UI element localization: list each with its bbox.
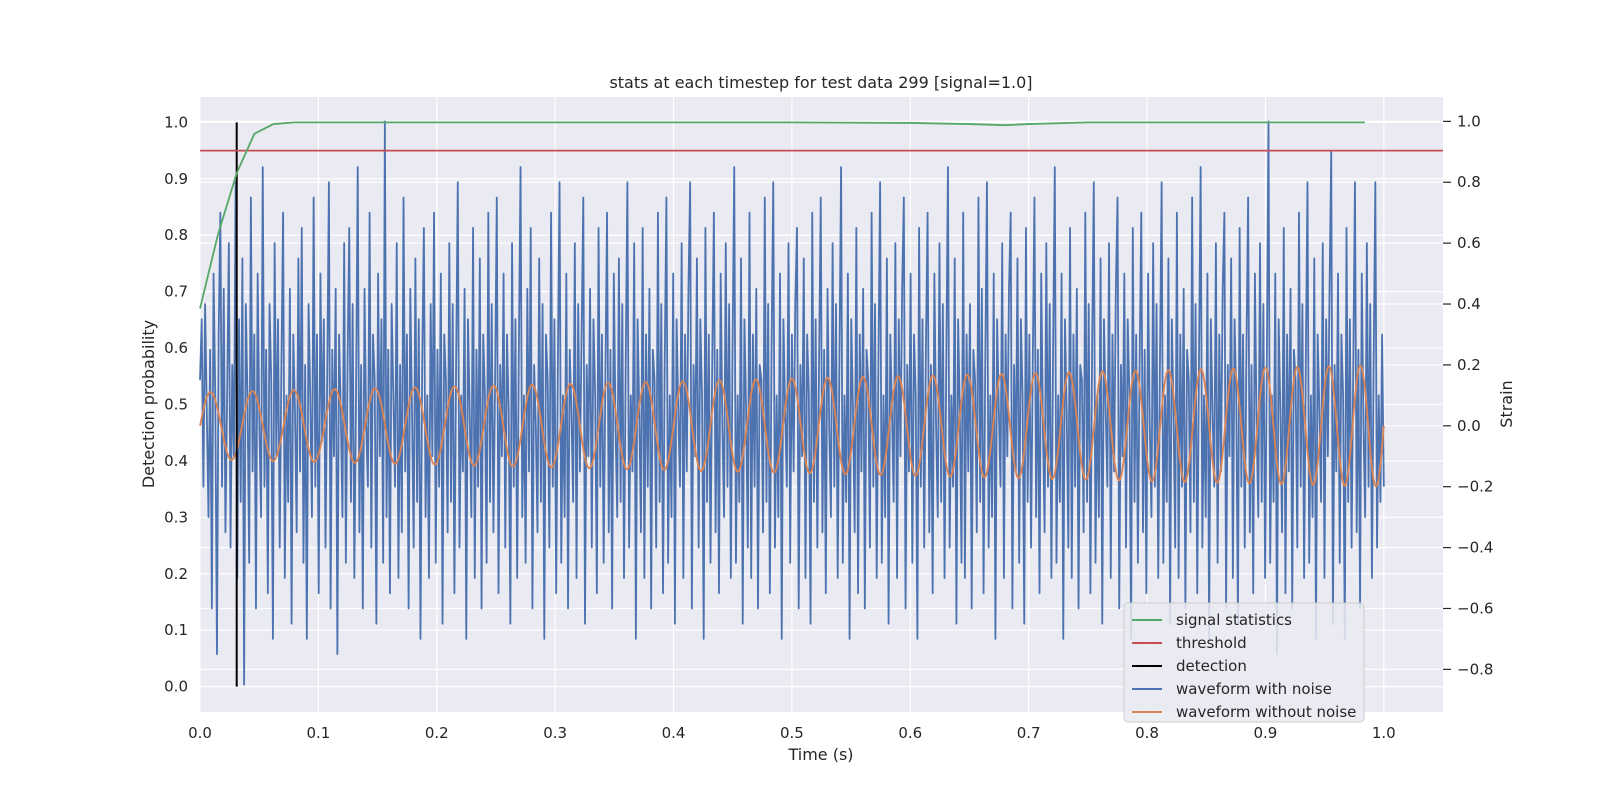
x-tick-label: 0.9 [1253, 724, 1277, 742]
left-y-tick-label: 0.5 [164, 396, 188, 414]
legend: signal statistics threshold detection wavef… [1123, 602, 1365, 723]
legend-label: detection [1176, 657, 1247, 675]
legend-label: waveform without noise [1176, 703, 1356, 721]
x-tick-label: 0.8 [1135, 724, 1159, 742]
left-y-tick-label: 0.0 [164, 678, 188, 696]
x-tick-label: 0.3 [543, 724, 567, 742]
left-y-tick-label: 0.9 [164, 170, 188, 188]
x-tick-label: 0.5 [780, 724, 804, 742]
right-y-tick-label: 0.6 [1457, 234, 1481, 252]
right-y-axis-ticks: −0.8 −0.6 −0.4 −0.2 0.0 0.2 0.4 0.6 0.8 1.0 [1443, 112, 1493, 678]
x-tick-label: 0.0 [188, 724, 212, 742]
left-y-tick-label: 0.7 [164, 283, 188, 301]
right-y-tick-label: −0.6 [1457, 599, 1493, 617]
right-y-axis-title: Strain [1497, 380, 1516, 427]
right-y-tick-label: 0.4 [1457, 295, 1481, 313]
right-y-tick-label: −0.8 [1457, 660, 1493, 678]
right-y-tick-label: −0.4 [1457, 539, 1493, 557]
left-y-tick-label: 0.6 [164, 339, 188, 357]
left-y-tick-label: 0.3 [164, 508, 188, 526]
x-tick-label: 0.7 [1017, 724, 1041, 742]
series-line-waveform-without-noise [199, 364, 1385, 488]
legend-label: signal statistics [1176, 611, 1292, 629]
series-layer [199, 120, 1443, 687]
left-y-axis-title: Detection probability [139, 320, 158, 488]
legend-label: threshold [1176, 634, 1247, 652]
right-y-tick-label: 1.0 [1457, 112, 1481, 130]
right-y-tick-label: 0.8 [1457, 173, 1481, 191]
legend-box [1123, 602, 1365, 723]
left-y-tick-label: 0.2 [164, 565, 188, 583]
left-y-tick-label: 0.4 [164, 452, 188, 470]
x-tick-label: 0.2 [425, 724, 449, 742]
x-tick-label: 0.1 [306, 724, 330, 742]
x-tick-label: 0.6 [898, 724, 922, 742]
x-axis-ticks: 0.0 0.1 0.2 0.3 0.4 0.5 0.6 0.7 0.8 0.9 1.0 [188, 724, 1396, 742]
chart-title: stats at each timestep for test data 299… [609, 73, 1032, 92]
right-y-tick-label: −0.2 [1457, 478, 1493, 496]
left-y-axis-ticks: 0.0 0.1 0.2 0.3 0.4 0.5 0.6 0.7 0.8 0.9 1.0 [164, 113, 188, 695]
right-y-tick-label: 0.0 [1457, 417, 1481, 435]
left-y-tick-label: 1.0 [164, 113, 188, 131]
x-tick-label: 1.0 [1372, 724, 1396, 742]
x-axis-title: Time (s) [787, 745, 853, 764]
left-y-tick-label: 0.1 [164, 621, 188, 639]
left-y-tick-label: 0.8 [164, 226, 188, 244]
series-line-waveform-with-noise [199, 120, 1385, 686]
right-y-tick-label: 0.2 [1457, 356, 1481, 374]
legend-label: waveform with noise [1176, 680, 1332, 698]
x-tick-label: 0.4 [662, 724, 686, 742]
series-line-signal-statistics [199, 121, 1365, 309]
